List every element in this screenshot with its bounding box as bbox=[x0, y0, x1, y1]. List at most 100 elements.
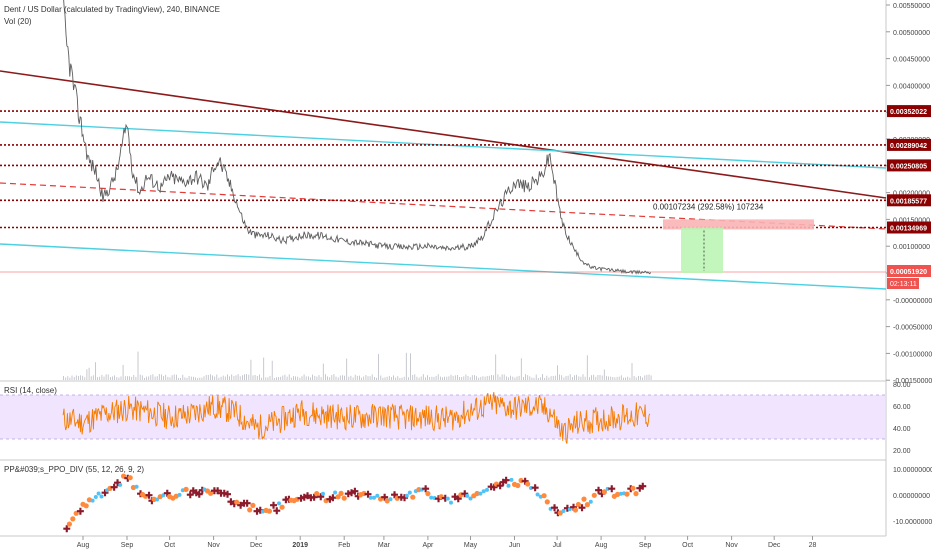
ppo-cross-marker: ✚ bbox=[551, 503, 559, 513]
volume-bar bbox=[293, 376, 294, 380]
volume-bar bbox=[623, 377, 624, 380]
volume-bar bbox=[190, 376, 192, 380]
volume-bar bbox=[78, 376, 79, 380]
volume-bar bbox=[352, 377, 354, 380]
volume-bar bbox=[531, 377, 533, 380]
ppo-dot-marker bbox=[618, 491, 623, 496]
volume-bar bbox=[242, 375, 243, 380]
volume-bar bbox=[229, 376, 230, 380]
price-series bbox=[63, 0, 652, 275]
price-tick-label: 0.00500000 bbox=[893, 30, 930, 37]
time-tick-label: Jul bbox=[553, 542, 562, 549]
ppo-dot-marker bbox=[177, 492, 182, 497]
ppo-title: PP&#039;s_PPO_DIV (55, 12, 26, 9, 2) bbox=[4, 465, 144, 474]
ppo-dot-marker bbox=[99, 494, 104, 499]
volume-bar bbox=[442, 377, 443, 380]
volume-bar bbox=[420, 376, 422, 380]
volume-bar bbox=[133, 375, 135, 380]
volume-bar bbox=[124, 376, 126, 380]
volume-bar bbox=[416, 376, 418, 380]
ppo-dot-marker bbox=[615, 491, 621, 497]
volume-bar bbox=[518, 375, 520, 380]
volume-bar bbox=[103, 376, 105, 380]
ppo-cross-marker: ✚ bbox=[578, 503, 586, 513]
rsi-tick-label: 20.00 bbox=[893, 448, 911, 455]
volume-bar bbox=[339, 375, 341, 380]
volume-bar bbox=[640, 376, 641, 380]
price-tick-label: -0.00150000 bbox=[893, 378, 932, 385]
volume-bar bbox=[356, 375, 358, 380]
ppo-cross-marker: ✚ bbox=[310, 493, 318, 503]
ppo-dot-marker bbox=[333, 490, 338, 495]
volume-bar bbox=[316, 376, 318, 380]
volume-bar bbox=[557, 365, 558, 380]
level-tag-bg bbox=[887, 138, 931, 151]
volume-bar bbox=[365, 375, 367, 380]
volume-bar bbox=[371, 374, 373, 380]
volume-bar bbox=[269, 375, 271, 380]
volume-bar bbox=[561, 375, 563, 380]
ppo-dot-marker bbox=[107, 485, 113, 491]
volume-bar bbox=[584, 376, 586, 380]
volume-bar bbox=[82, 375, 84, 380]
trendline-cyan-upper bbox=[0, 121, 887, 169]
volume-bar bbox=[510, 375, 511, 380]
volume-bar bbox=[201, 377, 203, 380]
volume-bar bbox=[137, 351, 139, 380]
volume-bar bbox=[631, 363, 633, 380]
volume-bar bbox=[633, 376, 635, 380]
volume-bar bbox=[333, 374, 335, 380]
volume-bar bbox=[320, 377, 322, 380]
ppo-cross-marker: ✚ bbox=[329, 493, 337, 503]
ppo-cross-marker: ✚ bbox=[364, 490, 372, 500]
volume-bar bbox=[218, 377, 220, 380]
ppo-cross-marker: ✚ bbox=[227, 497, 235, 507]
volume-bar bbox=[429, 377, 431, 380]
volume-bar bbox=[459, 377, 460, 380]
volume-bar bbox=[116, 377, 118, 380]
ppo-cross-marker: ✚ bbox=[326, 495, 334, 505]
time-tick-label: Aug bbox=[595, 542, 608, 549]
volume-bar bbox=[516, 376, 518, 380]
volume-bar bbox=[250, 359, 252, 380]
ppo-cross-marker: ✚ bbox=[307, 493, 315, 503]
rsi-title: RSI (14, close) bbox=[4, 386, 57, 395]
volume-bar bbox=[186, 377, 188, 380]
ppo-cross-marker: ✚ bbox=[270, 500, 278, 510]
volume-bar bbox=[278, 377, 279, 380]
volume-bar bbox=[433, 377, 435, 380]
volume-bar bbox=[591, 375, 592, 380]
ppo-dot-marker bbox=[294, 496, 300, 502]
ppo-dot-marker bbox=[557, 510, 563, 516]
price-tick-label: -0.00000000 bbox=[893, 298, 932, 305]
volume-bar bbox=[107, 374, 109, 380]
volume-bar bbox=[92, 375, 94, 380]
ppo-tick-label: -10.00000000 bbox=[893, 519, 932, 526]
ppo-cross-marker: ✚ bbox=[401, 493, 409, 503]
volume-bar bbox=[129, 376, 130, 380]
ppo-dot-marker bbox=[247, 507, 253, 513]
ppo-dot-marker bbox=[633, 491, 639, 497]
volume-bar bbox=[346, 358, 348, 380]
volume-bar bbox=[444, 376, 445, 380]
volume-bar bbox=[576, 374, 577, 380]
volume-bar bbox=[608, 376, 609, 380]
volume-bar bbox=[363, 376, 365, 380]
time-tick-label: Jun bbox=[509, 542, 520, 549]
ppo-cross-marker: ✚ bbox=[221, 489, 229, 499]
volume-bar bbox=[188, 376, 190, 380]
volume-bar bbox=[586, 355, 588, 380]
measure-tool[interactable]: 0.00107234 (292.58%) 107234 bbox=[653, 202, 814, 273]
volume-bar bbox=[248, 374, 250, 380]
stop-zone bbox=[663, 219, 814, 230]
volume-bar bbox=[244, 374, 245, 380]
ppo-dot-marker bbox=[404, 493, 409, 498]
volume-bar bbox=[418, 377, 420, 380]
volume-bar bbox=[252, 375, 254, 380]
volume-bar bbox=[193, 376, 194, 380]
volume-bar bbox=[105, 374, 107, 380]
ppo-dot-marker bbox=[368, 495, 373, 500]
volume-bar bbox=[612, 377, 614, 380]
ppo-dot-marker bbox=[66, 521, 72, 527]
volume-bar bbox=[148, 376, 150, 380]
